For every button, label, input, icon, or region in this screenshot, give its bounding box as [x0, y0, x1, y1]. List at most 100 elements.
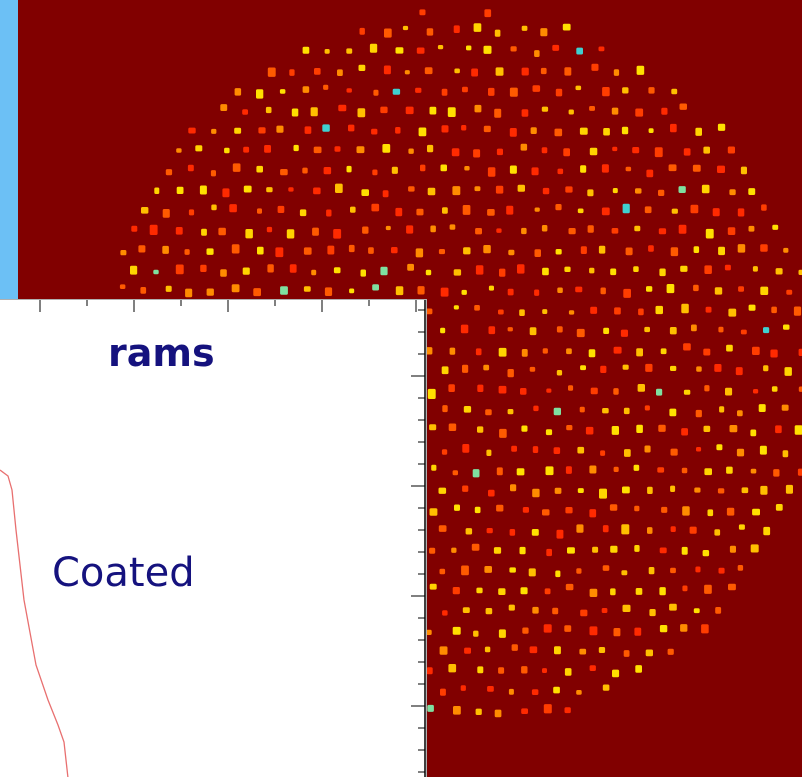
fiber-core: [229, 204, 237, 213]
fiber-core: [404, 70, 410, 75]
fiber-core: [531, 689, 539, 695]
fiber-core: [452, 186, 461, 196]
fiber-core: [612, 188, 618, 194]
fiber-core: [760, 286, 769, 295]
fiber-core: [726, 466, 733, 474]
fiber-core: [427, 704, 434, 712]
plot-axes: [0, 300, 426, 777]
fiber-core: [681, 428, 688, 436]
fiber-core: [532, 446, 539, 453]
fiber-core: [507, 369, 514, 378]
fiber-core: [565, 583, 574, 591]
fiber-core: [590, 306, 598, 314]
fiber-core: [636, 424, 643, 433]
fiber-core: [471, 68, 478, 77]
fiber-core: [454, 504, 460, 511]
fiber-core: [486, 449, 492, 456]
fiber-core: [429, 547, 436, 554]
fiber-core: [475, 265, 484, 275]
fiber-core: [483, 364, 490, 371]
fiber-core: [587, 225, 594, 233]
fiber-core: [487, 686, 494, 692]
fiber-core: [580, 365, 586, 371]
fiber-core: [452, 470, 458, 476]
fiber-core: [289, 69, 295, 76]
fiber-core: [716, 444, 723, 451]
fiber-core: [488, 326, 496, 335]
fiber-core: [564, 707, 571, 714]
fiber-core: [222, 188, 230, 198]
fiber-core: [487, 209, 495, 216]
fiber-core: [576, 690, 582, 695]
fiber-core: [659, 625, 668, 633]
fiber-core: [506, 205, 514, 215]
fiber-core: [380, 266, 388, 276]
fiber-core: [484, 566, 492, 573]
fiber-core: [541, 225, 548, 232]
fiber-core: [302, 46, 310, 54]
fiber-core: [441, 88, 448, 96]
fiber-core: [448, 384, 455, 392]
fiber-core: [636, 348, 643, 357]
fiber-core: [598, 245, 606, 254]
fiber-core: [338, 104, 347, 112]
fiber-core: [556, 529, 564, 539]
fiber-core: [461, 125, 467, 131]
fiber-core: [589, 665, 596, 671]
fiber-core: [408, 148, 414, 154]
fiber-core: [633, 464, 640, 471]
fiber-core: [448, 664, 457, 673]
fiber-core: [610, 588, 616, 596]
fiber-core: [568, 310, 575, 315]
fiber-core: [693, 246, 700, 253]
fiber-core: [451, 547, 457, 553]
fiber-core: [637, 384, 645, 392]
fiber-core: [602, 684, 610, 691]
fiber-core: [438, 249, 445, 255]
fiber-core: [384, 28, 392, 38]
fiber-core: [622, 604, 631, 612]
fiber-core: [462, 485, 469, 492]
fiber-core: [519, 546, 526, 555]
fiber-core: [634, 545, 640, 552]
fiber-core: [532, 488, 540, 498]
fiber-core: [646, 286, 653, 292]
fiber-core: [310, 107, 318, 117]
fiber-core: [658, 189, 665, 196]
fiber-core: [511, 445, 517, 452]
fiber-core: [579, 648, 587, 655]
fiber-core: [775, 268, 783, 275]
fiber-core: [540, 67, 547, 75]
fiber-core: [737, 208, 745, 217]
fiber-core: [634, 225, 641, 232]
fiber-core: [544, 588, 551, 595]
fiber-core: [681, 467, 688, 474]
plot-heading: rams: [108, 331, 215, 375]
fiber-core: [442, 405, 448, 413]
fiber-core: [682, 585, 688, 592]
fiber-core: [644, 445, 651, 453]
fiber-core: [656, 388, 663, 396]
fiber-core: [257, 208, 262, 214]
fiber-core: [357, 108, 366, 118]
fiber-core: [372, 169, 378, 176]
fiber-core: [670, 567, 676, 574]
fiber-core: [417, 286, 425, 295]
fiber-core: [546, 548, 552, 557]
fiber-core: [644, 326, 650, 333]
fiber-core: [522, 627, 529, 634]
fiber-core: [534, 249, 541, 257]
fiber-core: [714, 529, 721, 536]
fiber-core: [556, 370, 563, 376]
fiber-core: [522, 507, 529, 513]
fiber-core: [635, 108, 644, 117]
fiber-core: [602, 87, 610, 97]
fiber-core: [425, 308, 433, 315]
fiber-core: [175, 264, 184, 275]
fiber-core: [477, 666, 484, 674]
fiber-core: [452, 626, 461, 635]
fiber-core: [580, 609, 588, 617]
fiber-core: [772, 224, 779, 230]
fiber-core: [440, 327, 446, 334]
fiber-core: [405, 106, 414, 115]
